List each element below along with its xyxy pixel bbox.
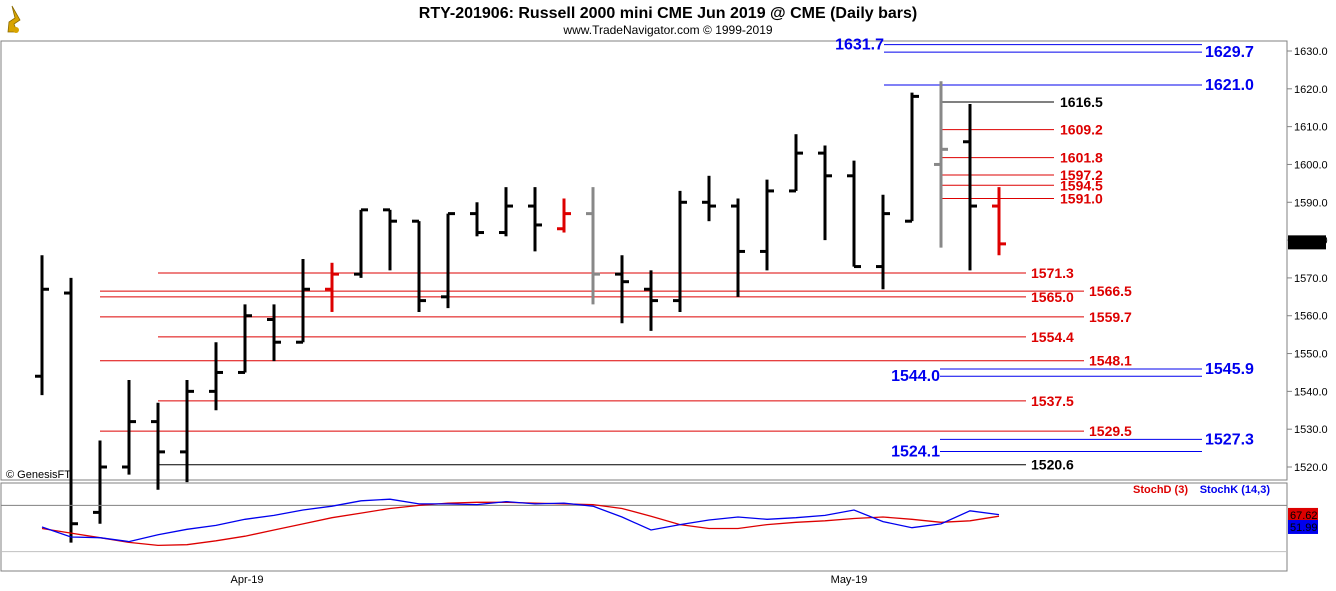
ohlc-bar bbox=[296, 259, 310, 344]
stoch-d-value-box bbox=[1288, 507, 1318, 522]
ohlc-bar bbox=[267, 304, 281, 362]
level-label: 1548.1 bbox=[1089, 353, 1132, 369]
ohlc-bar bbox=[992, 187, 1006, 256]
level-label: 1591.0 bbox=[1060, 190, 1103, 206]
y-tick-label: 1560.0 bbox=[1294, 311, 1328, 323]
ohlc-bar bbox=[876, 194, 890, 290]
stoch-d-legend: StochD (3) bbox=[1133, 484, 1188, 496]
y-tick-label: 1630.0 bbox=[1294, 46, 1328, 58]
ohlc-bar bbox=[209, 342, 223, 411]
y-tick-label: 1520.0 bbox=[1294, 462, 1328, 474]
ohlc-bar bbox=[35, 255, 49, 396]
last-price-label: 1579.4 bbox=[1290, 237, 1324, 249]
ohlc-bar bbox=[122, 380, 136, 475]
level-label: 1527.3 bbox=[1205, 431, 1254, 448]
ohlc-bar bbox=[557, 198, 571, 233]
ohlc-bar bbox=[64, 277, 78, 543]
level-label: 1545.9 bbox=[1205, 361, 1254, 378]
level-label: 1554.4 bbox=[1031, 329, 1074, 345]
level-label: 1601.8 bbox=[1060, 150, 1103, 166]
ohlc-bar bbox=[325, 262, 339, 312]
chart-title: RTY-201906: Russell 2000 mini CME Jun 20… bbox=[419, 5, 917, 22]
ohlc-bar bbox=[789, 134, 803, 193]
price-axis: 1630.01620.01610.01600.01590.01580.01570… bbox=[1287, 46, 1328, 474]
ohlc-bar bbox=[470, 202, 484, 237]
y-tick-label: 1530.0 bbox=[1294, 424, 1328, 436]
ohlc-bar bbox=[383, 208, 397, 271]
ohlc-bar bbox=[180, 380, 194, 483]
level-label: 1616.5 bbox=[1060, 94, 1103, 110]
y-tick-label: 1620.0 bbox=[1294, 84, 1328, 96]
level-label: 1571.3 bbox=[1031, 265, 1074, 281]
level-label: 1529.5 bbox=[1089, 423, 1132, 439]
stoch-k-value: 51.99 bbox=[1290, 522, 1318, 534]
ohlc-bar bbox=[528, 187, 542, 252]
y-tick-label: 1600.0 bbox=[1294, 159, 1328, 171]
level-label: 1629.7 bbox=[1205, 44, 1254, 61]
chart-subtitle: www.TradeNavigator.com © 1999-2019 bbox=[562, 23, 772, 37]
y-tick-label: 1590.0 bbox=[1294, 197, 1328, 209]
ohlc-bar bbox=[586, 187, 600, 305]
copyright-label: © GenesisFT bbox=[6, 469, 71, 481]
ohlc-bar bbox=[499, 187, 513, 237]
ohlc-bar bbox=[731, 198, 745, 297]
ohlc-bar bbox=[818, 145, 832, 241]
ohlc-bar bbox=[412, 219, 426, 312]
level-label: 1565.0 bbox=[1031, 289, 1074, 305]
level-label: 1520.6 bbox=[1031, 457, 1074, 473]
stoch-k-legend: StochK (14,3) bbox=[1200, 484, 1271, 496]
horizontal-levels: 1631.7 1629.7 1621.0 1616.5 1609.2 1601.81597… bbox=[100, 37, 1254, 473]
stoch-d-value: 67.62 bbox=[1290, 510, 1318, 522]
level-label: 1597.2 bbox=[1060, 167, 1103, 183]
level-label: 1559.7 bbox=[1089, 309, 1132, 325]
level-label: 1621.0 bbox=[1205, 77, 1254, 94]
ohlc-bar bbox=[760, 179, 774, 271]
level-label: 1609.2 bbox=[1060, 122, 1103, 138]
ohlc-bar bbox=[934, 81, 948, 248]
stoch-k-value-box bbox=[1288, 519, 1318, 534]
level-label: 1631.7 bbox=[835, 37, 884, 54]
last-price-box bbox=[1288, 235, 1326, 250]
y-tick-label: 1570.0 bbox=[1294, 273, 1328, 285]
ohlc-bar bbox=[963, 103, 977, 271]
ohlc-bar bbox=[702, 175, 716, 222]
stoch-k-line bbox=[41, 498, 1000, 543]
ohlc-bar bbox=[151, 402, 165, 490]
y-tick-label: 1550.0 bbox=[1294, 349, 1328, 361]
ohlc-bar bbox=[238, 304, 252, 374]
y-tick-label: 1610.0 bbox=[1294, 122, 1328, 134]
level-label: 1594.5 bbox=[1060, 177, 1103, 193]
trade-navigator-logo-icon bbox=[7, 5, 21, 33]
ohlc-bar bbox=[847, 160, 861, 269]
ohlc-bar bbox=[644, 270, 658, 331]
ohlc-bar bbox=[354, 208, 368, 278]
level-label: 1544.0 bbox=[891, 368, 940, 385]
x-label-apr: Apr-19 bbox=[230, 574, 263, 586]
level-label: 1524.1 bbox=[891, 443, 940, 460]
ohlc-bar bbox=[93, 440, 107, 524]
level-label: 1537.5 bbox=[1031, 393, 1074, 409]
ohlc-bar bbox=[615, 255, 629, 324]
ohlc-bar bbox=[441, 212, 455, 309]
level-label: 1566.5 bbox=[1089, 283, 1132, 299]
ohlc-bar bbox=[905, 92, 919, 223]
x-label-may: May-19 bbox=[831, 574, 868, 586]
ohlc-bars bbox=[35, 81, 1006, 543]
ohlc-bar bbox=[673, 190, 687, 312]
y-tick-label: 1540.0 bbox=[1294, 386, 1328, 398]
